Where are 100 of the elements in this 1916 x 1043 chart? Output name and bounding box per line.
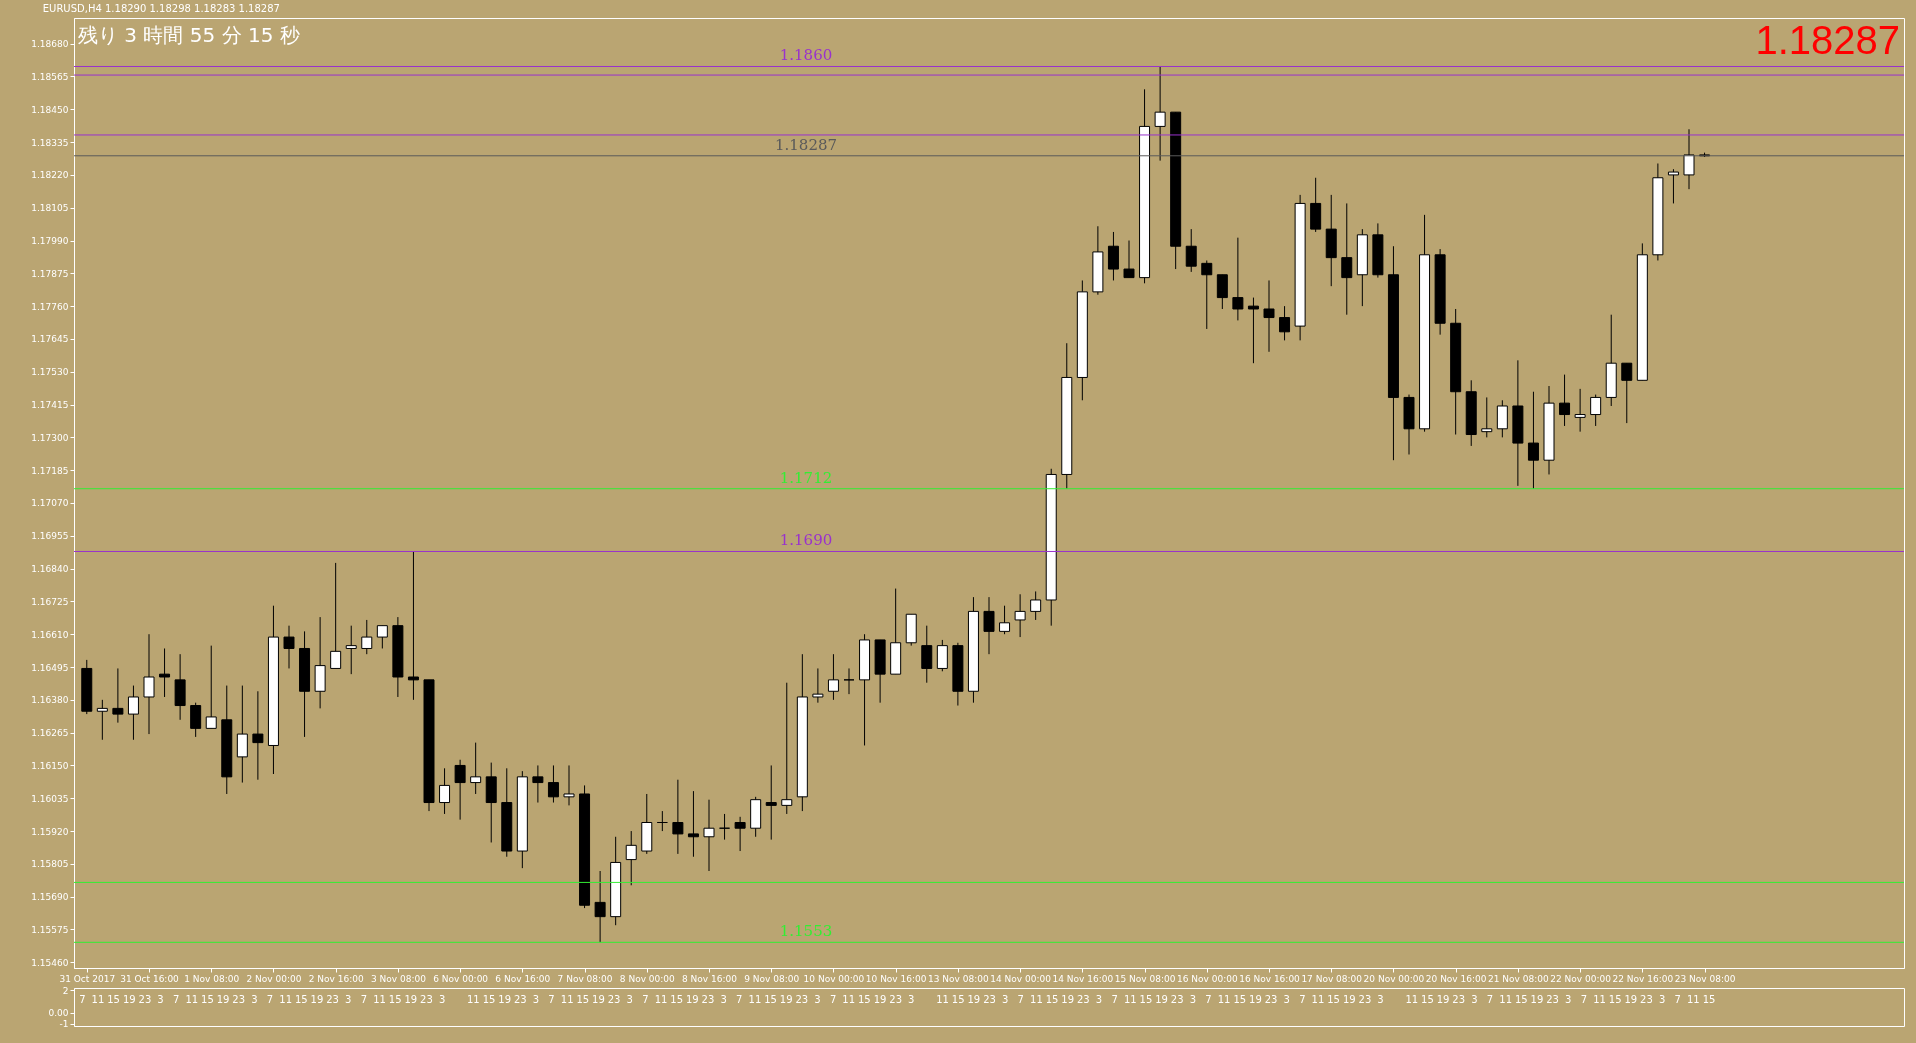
x-tick-label: 23 bbox=[607, 993, 621, 1005]
x-tick-label: 7 bbox=[548, 993, 555, 1005]
x-tick-label: 3 bbox=[532, 993, 540, 1005]
x-tick-label: 11 bbox=[1686, 993, 1700, 1005]
x-tick-label: 23 bbox=[1452, 993, 1466, 1005]
x-tick-label: 23 bbox=[1170, 993, 1184, 1005]
x-tick-label: 7 bbox=[1580, 993, 1588, 1005]
x-tick-label: 20 Nov 16:00 bbox=[1425, 973, 1487, 984]
y-tick-label: 1.16840 bbox=[31, 564, 69, 575]
x-tick-label: 8 Nov 16:00 bbox=[682, 973, 738, 984]
x-tick-label: 14 Nov 00:00 bbox=[990, 973, 1052, 984]
x-tick-label: 16 Nov 00:00 bbox=[1176, 973, 1238, 984]
ref-line-label: 1.18287 bbox=[774, 135, 838, 154]
x-tick-label: 3 bbox=[720, 993, 727, 1005]
x-tick-label: 16 Nov 16:00 bbox=[1239, 973, 1301, 984]
y-tick-label: 1.16495 bbox=[31, 662, 69, 673]
x-tick-label: 3 bbox=[251, 993, 258, 1005]
x-tick-label: 3 bbox=[438, 993, 446, 1005]
x-tick-label: 15 bbox=[951, 993, 965, 1005]
x-tick-label: 11 bbox=[936, 993, 949, 1005]
y-tick-label: 1.16035 bbox=[31, 793, 69, 804]
y-tick-label: 1.17415 bbox=[31, 400, 69, 411]
x-tick-label: 23 bbox=[1546, 993, 1559, 1005]
x-tick-label: 15 bbox=[1421, 993, 1434, 1005]
x-tick-label: 7 bbox=[1111, 993, 1118, 1005]
x-tick-label: 11 bbox=[1123, 993, 1137, 1005]
x-tick-label: 23 bbox=[1640, 993, 1653, 1005]
x-tick-label: 19 bbox=[1624, 993, 1638, 1005]
x-tick-label: 2 Nov 16:00 bbox=[308, 973, 364, 984]
y-tick-label: 1.18105 bbox=[31, 203, 69, 214]
y-tick-label: 1.17875 bbox=[31, 268, 69, 279]
y-tick-label: 1.16610 bbox=[31, 629, 69, 640]
x-tick-label: 3 bbox=[908, 993, 915, 1005]
y-tick-label: 1.18450 bbox=[31, 104, 69, 115]
ref-line-label: 1.1860 bbox=[779, 46, 833, 65]
x-tick-label: 7 bbox=[172, 993, 180, 1005]
x-tick-label: 19 bbox=[498, 993, 511, 1005]
x-tick-label: 7 bbox=[1674, 993, 1681, 1005]
x-tick-label: 11 bbox=[1593, 993, 1606, 1005]
x-tick-label: 15 bbox=[670, 993, 684, 1005]
x-tick-label: 3 Nov 08:00 bbox=[370, 973, 427, 984]
x-tick-label: 7 bbox=[736, 993, 743, 1005]
x-tick-label: 15 bbox=[388, 993, 402, 1005]
x-tick-label: 23 bbox=[983, 993, 996, 1005]
x-tick-label: 19 bbox=[1061, 993, 1075, 1005]
y-tick-label: 1.15460 bbox=[31, 957, 69, 968]
x-tick-label: 3 bbox=[1095, 993, 1103, 1005]
x-tick-label: 11 bbox=[1030, 993, 1043, 1005]
x-tick-label: 3 bbox=[157, 993, 164, 1005]
y-tick-label: 1.18335 bbox=[31, 137, 69, 148]
x-tick-label: 11 bbox=[654, 993, 668, 1005]
x-tick-label: 17 Nov 08:00 bbox=[1301, 973, 1363, 984]
x-tick-label: 15 bbox=[1608, 993, 1622, 1005]
x-tick-label: 7 bbox=[1205, 993, 1212, 1005]
ref-line-label: 1.1553 bbox=[779, 922, 833, 941]
x-tick-label: 7 bbox=[266, 993, 274, 1005]
x-tick-label: 7 bbox=[360, 993, 368, 1005]
x-tick-label: 19 bbox=[404, 993, 418, 1005]
x-tick-label: 15 bbox=[482, 993, 496, 1005]
y-tick-label: 1.17760 bbox=[31, 301, 69, 312]
x-tick-label: 15 bbox=[1139, 993, 1153, 1005]
x-tick-label: 15 bbox=[201, 993, 214, 1005]
x-tick-label: 11 bbox=[466, 993, 480, 1005]
x-tick-label: 23 Nov 08:00 bbox=[1674, 973, 1736, 984]
x-tick-label: 23 bbox=[889, 993, 903, 1005]
x-tick-label: 31 Oct 2017 bbox=[59, 973, 116, 984]
x-tick-label: 3 bbox=[1658, 993, 1666, 1005]
x-tick-label: 22 Nov 00:00 bbox=[1550, 973, 1612, 984]
x-tick-label: 9 Nov 08:00 bbox=[744, 973, 800, 984]
x-tick-label: 19 bbox=[216, 993, 230, 1005]
x-tick-label: 19 bbox=[685, 993, 699, 1005]
x-tick-label: 6 Nov 00:00 bbox=[433, 973, 489, 984]
x-tick-label: 7 bbox=[79, 993, 86, 1005]
annotation: 残り 3 時間 55 分 15 秒 bbox=[78, 23, 300, 47]
y-tick-label: 0.00 bbox=[48, 1008, 69, 1019]
y-tick-label: 1.16955 bbox=[31, 531, 69, 542]
y-tick-label: 1.17300 bbox=[31, 432, 69, 443]
x-tick-label: 15 bbox=[1514, 993, 1528, 1005]
y-tick-label: 1.15805 bbox=[31, 859, 69, 870]
x-tick-label: 7 Nov 08:00 bbox=[557, 973, 613, 984]
x-tick-label: 11 bbox=[91, 993, 105, 1005]
x-tick-label: 8 Nov 00:00 bbox=[619, 973, 676, 984]
x-tick-label: 14 Nov 16:00 bbox=[1052, 973, 1114, 984]
ref-line-label: 1.1690 bbox=[779, 531, 833, 550]
x-tick-label: 23 bbox=[701, 993, 715, 1005]
ref-line-label: 1.1712 bbox=[779, 468, 833, 487]
x-tick-label: 21 Nov 08:00 bbox=[1488, 973, 1549, 984]
x-tick-label: 19 bbox=[1249, 993, 1262, 1005]
x-tick-label: 15 bbox=[107, 993, 120, 1005]
x-tick-label: 19 bbox=[122, 993, 136, 1005]
x-tick-label: 15 bbox=[1327, 993, 1340, 1005]
y-tick-label: 1.17185 bbox=[31, 465, 69, 476]
x-tick-label: 1 Nov 08:00 bbox=[184, 973, 240, 984]
x-tick-label: 22 Nov 16:00 bbox=[1612, 973, 1674, 984]
y-tick-label: 1.15575 bbox=[31, 924, 69, 935]
x-tick-label: 6 Nov 16:00 bbox=[495, 973, 551, 984]
x-tick-label: 3 bbox=[1377, 993, 1384, 1005]
x-tick-label: 3 bbox=[1565, 993, 1572, 1005]
x-tick-label: 11 bbox=[1311, 993, 1325, 1005]
x-tick-label: 23 bbox=[420, 993, 433, 1005]
